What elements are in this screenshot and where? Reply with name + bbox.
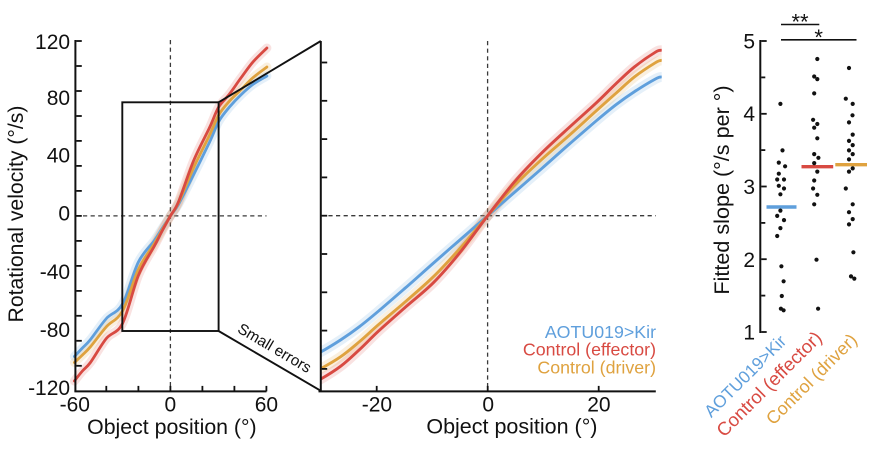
svg-text:1: 1 <box>743 322 755 345</box>
svg-text:-120: -120 <box>28 377 70 400</box>
svg-text:0: 0 <box>58 203 70 226</box>
svg-text:Control (effector): Control (effector) <box>523 340 656 360</box>
svg-text:AOTU019>Kir: AOTU019>Kir <box>545 322 656 342</box>
svg-text:Control (driver): Control (driver) <box>537 358 656 378</box>
svg-text:2: 2 <box>743 249 755 272</box>
svg-text:0: 0 <box>165 394 177 417</box>
svg-text:-20: -20 <box>362 394 392 417</box>
svg-text:40: 40 <box>47 144 70 167</box>
svg-text:5: 5 <box>743 31 755 54</box>
svg-text:**: ** <box>791 10 809 35</box>
svg-text:Object position (°): Object position (°) <box>426 415 597 439</box>
svg-text:20: 20 <box>587 394 610 417</box>
svg-text:-80: -80 <box>40 319 70 342</box>
svg-text:120: 120 <box>35 31 70 54</box>
svg-text:4: 4 <box>743 103 755 126</box>
svg-text:Fitted slope (°/s per °): Fitted slope (°/s per °) <box>709 85 734 294</box>
svg-text:Object position (°): Object position (°) <box>87 415 257 439</box>
svg-text:80: 80 <box>47 87 70 110</box>
svg-text:*: * <box>814 25 823 50</box>
svg-text:60: 60 <box>255 394 278 417</box>
svg-text:-60: -60 <box>60 394 90 417</box>
svg-text:Rotational velocity (°/s): Rotational velocity (°/s) <box>5 106 28 323</box>
svg-text:-40: -40 <box>40 261 70 284</box>
svg-text:3: 3 <box>743 176 755 199</box>
svg-text:0: 0 <box>482 394 494 417</box>
